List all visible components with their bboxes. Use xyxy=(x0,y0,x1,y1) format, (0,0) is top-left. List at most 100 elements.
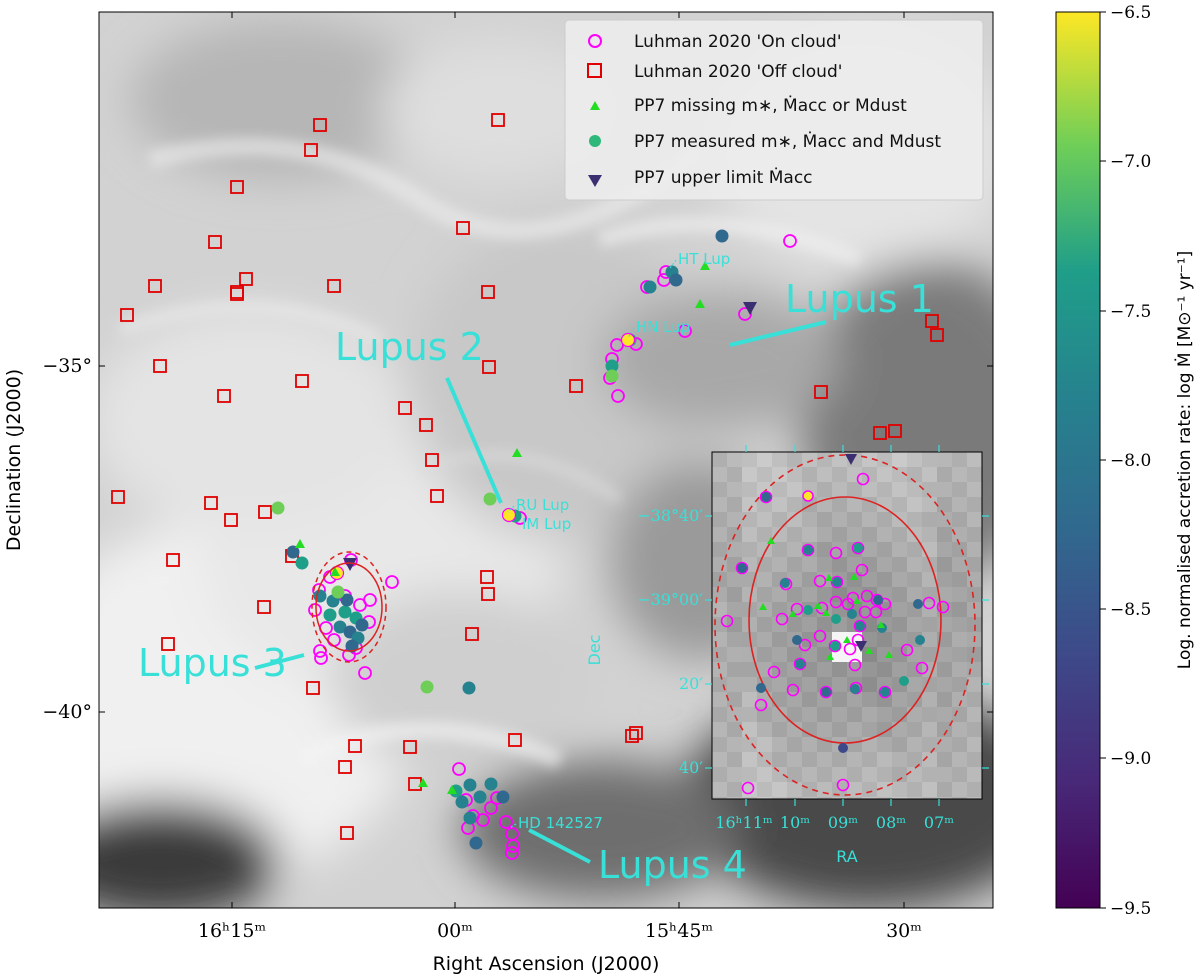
inset-pixel xyxy=(802,632,817,647)
inset-pixel xyxy=(892,722,907,737)
inset-pixel xyxy=(712,497,727,512)
inset-pixel xyxy=(817,617,832,632)
measured-marker xyxy=(463,811,477,825)
inset-x-tick-label: 16ʰ11ᵐ xyxy=(715,813,773,832)
inset-pixel xyxy=(892,497,907,512)
inset-pixel xyxy=(742,752,757,767)
inset-pixel xyxy=(922,662,937,677)
on-cloud-marker xyxy=(499,815,513,829)
off-cloud-marker xyxy=(430,489,444,503)
inset-pixel xyxy=(907,707,922,722)
inset-pixel xyxy=(712,782,727,797)
inset-measured-marker xyxy=(838,743,848,753)
inset-pixel xyxy=(862,452,877,467)
inset-pixel xyxy=(847,482,862,497)
star-label-hn-lup: HN Lup xyxy=(636,318,690,336)
inset-pixel xyxy=(772,497,787,512)
inset-pixel xyxy=(832,677,847,692)
off-cloud-marker xyxy=(153,359,167,373)
inset-on-cloud-marker xyxy=(853,619,867,633)
inset-pixel xyxy=(862,647,877,662)
inset-pixel xyxy=(937,482,952,497)
measured-marker xyxy=(643,280,657,294)
inset-pixel xyxy=(772,722,787,737)
inset-pixel xyxy=(712,722,727,737)
inset-pixel xyxy=(727,707,742,722)
inset-pixel xyxy=(757,632,772,647)
inset-pixel xyxy=(712,602,727,617)
inset-pixel xyxy=(892,662,907,677)
inset-pixel xyxy=(922,722,937,737)
inset-pixel xyxy=(757,512,772,527)
inset-pixel xyxy=(877,647,892,662)
inset-pixel xyxy=(937,527,952,542)
off-cloud-marker xyxy=(930,328,944,342)
on-cloud-marker xyxy=(313,644,327,658)
inset-pixel xyxy=(832,767,847,782)
inset-on-cloud-marker xyxy=(775,612,789,626)
inset-on-cloud-marker xyxy=(829,546,843,560)
inset-y-axis-label: Dec xyxy=(585,635,604,666)
inset-pixel xyxy=(712,797,727,799)
star-labels: HT Lup HN Lup RU Lup IM Lup HD 142527 xyxy=(516,250,730,832)
inset-pixel xyxy=(862,527,877,542)
measured-marker xyxy=(345,639,359,653)
inset-pixel xyxy=(937,752,952,767)
inset-pixel xyxy=(787,722,802,737)
inset-on-cloud-marker xyxy=(754,698,768,712)
measured-marker xyxy=(496,790,510,804)
inset-pixel xyxy=(727,572,742,587)
inset-pixel xyxy=(847,722,862,737)
off-cloud-marker xyxy=(480,570,494,584)
inset-pixel xyxy=(727,632,742,647)
inset-pixel xyxy=(772,557,787,572)
inset-pixel xyxy=(787,707,802,722)
missing-series xyxy=(295,261,710,794)
legend: Luhman 2020 'On cloud' Luhman 2020 'Off … xyxy=(564,19,984,201)
inset-missing-marker xyxy=(885,651,893,658)
inset-pixel xyxy=(952,557,967,572)
inset-pixel xyxy=(877,467,892,482)
inset-pixel xyxy=(907,557,922,572)
inset-pixel xyxy=(847,497,862,512)
inset-measured-marker xyxy=(830,641,840,651)
on-cloud-marker xyxy=(476,813,490,827)
inset-pixel xyxy=(907,587,922,602)
inset-pixel xyxy=(952,707,967,722)
off-cloud-series xyxy=(111,113,944,840)
on-cloud-marker xyxy=(783,234,797,248)
inset-pixel xyxy=(952,482,967,497)
off-cloud-marker xyxy=(306,681,320,695)
inset-pixel xyxy=(862,542,877,557)
inset-pixel xyxy=(712,482,727,497)
inset-pixel xyxy=(892,587,907,602)
inset-pixel xyxy=(727,797,742,799)
off-cloud-marker xyxy=(217,389,231,403)
inset-missing-marker xyxy=(767,537,775,544)
inset-pixel xyxy=(802,452,817,467)
measured-marker xyxy=(286,545,300,559)
inset-pixel xyxy=(877,797,892,799)
inset-pixel xyxy=(967,752,982,767)
inset-pixel xyxy=(802,722,817,737)
inset-pixel xyxy=(922,497,937,512)
inset-pixel xyxy=(802,677,817,692)
measured-marker xyxy=(669,273,683,287)
inset-pixel xyxy=(787,587,802,602)
measured-marker xyxy=(313,589,327,603)
inset-pixel xyxy=(802,587,817,602)
high-accretion-marker xyxy=(620,332,636,348)
inset-pixel xyxy=(877,527,892,542)
inset-pixel xyxy=(787,482,802,497)
x-tick-label: 00ᵐ xyxy=(437,920,473,942)
y-tick-label: −40° xyxy=(42,701,92,723)
inset-pixel xyxy=(967,452,982,467)
inset-pixel xyxy=(877,722,892,737)
inset-pixel xyxy=(727,467,742,482)
region-annotations: Lupus 1 Lupus 2 Lupus 3 Lupus 4 xyxy=(138,277,934,887)
inset-pixel xyxy=(937,692,952,707)
inset-pixel xyxy=(742,707,757,722)
inset-pixel xyxy=(757,572,772,587)
inset-pixel xyxy=(727,512,742,527)
inset-pixel xyxy=(907,692,922,707)
